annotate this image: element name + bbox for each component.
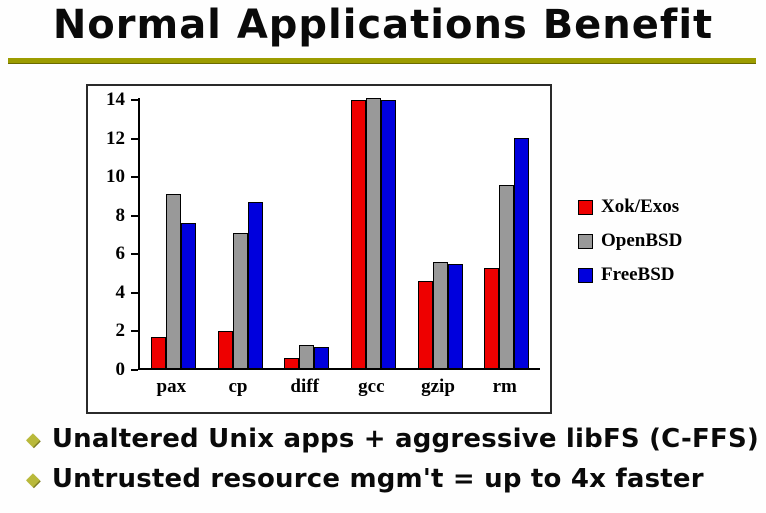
bar-freebsd-gzip <box>447 264 463 368</box>
bar-xok-exos-gzip <box>417 281 433 368</box>
y-tick-mark <box>131 99 138 101</box>
bar-group-gzip <box>407 98 474 368</box>
y-tick-mark <box>131 330 138 333</box>
y-tick-mark <box>131 253 138 256</box>
x-tick-label-pax: pax <box>156 376 187 397</box>
bullet-text: Unaltered Unix apps + aggressive libFS (… <box>51 424 759 454</box>
y-tick-mark <box>131 369 138 371</box>
x-axis-labels: pax cp diff gcc gzip rm <box>138 376 538 404</box>
bar-openbsd-gzip <box>432 262 448 368</box>
diamond-bullet-icon: ◆ <box>26 429 40 450</box>
bar-group-gcc <box>340 98 407 368</box>
y-tick-mark <box>131 176 138 179</box>
y-tick-label-4: 4 <box>115 281 126 303</box>
bar-freebsd-diff <box>314 347 330 368</box>
page-title: Normal Applications Benefit <box>52 2 714 48</box>
title-underline <box>8 58 756 64</box>
bar-openbsd-pax <box>165 194 181 368</box>
bar-xok-exos-diff <box>284 358 300 368</box>
bar-freebsd-pax <box>180 223 196 368</box>
bar-xok-exos-gcc <box>350 100 366 368</box>
x-tick-label-gzip: gzip <box>421 376 455 397</box>
y-tick-label-14: 14 <box>106 89 125 110</box>
legend-swatch-icon <box>578 199 593 215</box>
bar-group-diff <box>273 98 340 368</box>
bullet-text: Untrusted resource mgm't = up to 4x fast… <box>51 464 704 494</box>
bullet-item: ◆ Untrusted resource mgm't = up to 4x fa… <box>26 464 756 494</box>
legend-label: Xok/Exos <box>601 196 680 217</box>
legend-label: FreeBSD <box>601 264 675 285</box>
bar-chart: 0 2 4 6 8 10 12 14 pax cp diff gcc gzip rm <box>86 84 552 414</box>
x-tick-label-cp: cp <box>228 376 248 397</box>
y-tick-label-0: 0 <box>115 359 126 380</box>
bar-xok-exos-pax <box>150 337 166 368</box>
y-tick-mark <box>131 291 138 294</box>
bar-freebsd-rm <box>514 138 530 368</box>
y-tick-label-6: 6 <box>115 243 126 265</box>
bar-xok-exos-cp <box>217 331 233 368</box>
legend-item-openbsd: OpenBSD <box>578 230 682 252</box>
chart-legend: Xok/Exos OpenBSD FreeBSD <box>578 196 682 286</box>
y-tick-label-12: 12 <box>106 127 125 149</box>
plot-area <box>138 98 540 370</box>
bullet-item: ◆ Unaltered Unix apps + aggressive libFS… <box>26 424 759 454</box>
bar-group-cp <box>207 98 274 368</box>
legend-swatch-icon <box>578 267 593 283</box>
bar-freebsd-cp <box>247 202 263 368</box>
x-tick-label-diff: diff <box>290 376 319 397</box>
y-tick-label-2: 2 <box>115 320 126 342</box>
y-tick-mark <box>131 137 138 140</box>
y-tick-label-10: 10 <box>106 166 125 188</box>
y-tick-label-8: 8 <box>115 204 126 226</box>
x-tick-label-rm: rm <box>492 376 517 397</box>
x-tick-label-gcc: gcc <box>358 376 385 397</box>
bar-group-pax <box>140 98 207 368</box>
bar-openbsd-gcc <box>365 98 381 368</box>
bar-openbsd-cp <box>232 233 248 368</box>
legend-swatch-icon <box>578 233 593 249</box>
bar-xok-exos-rm <box>484 268 500 368</box>
bar-group-rm <box>473 98 540 368</box>
legend-label: OpenBSD <box>601 230 683 251</box>
bar-freebsd-gcc <box>380 100 396 368</box>
y-tick-mark <box>131 214 138 217</box>
bullet-list: ◆ Unaltered Unix apps + aggressive libFS… <box>26 424 759 504</box>
bar-openbsd-rm <box>499 185 515 368</box>
legend-item-freebsd: FreeBSD <box>578 264 682 286</box>
bar-openbsd-diff <box>299 345 315 368</box>
y-axis: 0 2 4 6 8 10 12 14 <box>88 89 138 380</box>
legend-item-xok-exos: Xok/Exos <box>578 196 682 218</box>
diamond-bullet-icon: ◆ <box>26 469 40 490</box>
